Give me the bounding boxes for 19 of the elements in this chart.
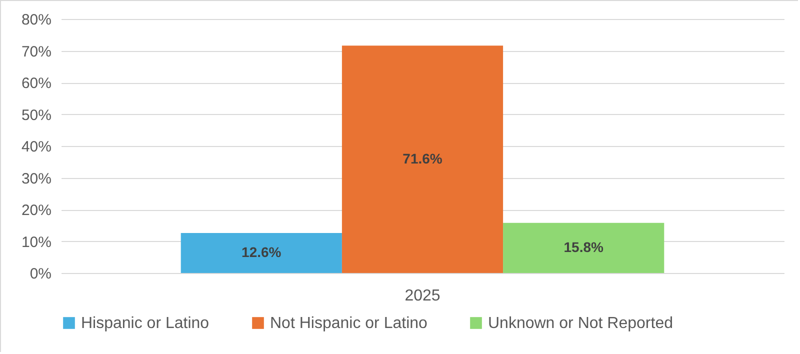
y-tick-label: 50% [21,106,52,124]
y-tick-label: 80% [21,12,52,28]
y-tick-label: 30% [21,170,52,188]
bar [180,232,342,273]
y-tick-label: 0% [30,266,52,282]
x-tick-label: 2025 [404,288,440,304]
y-tick-label: 10% [21,234,52,251]
data-label: 15.8% [564,238,604,255]
y-tick-label: 60% [21,75,52,92]
bar [342,46,504,273]
y-tick-label: 70% [21,43,52,60]
legend-label: Not Hispanic or Latino [270,315,428,332]
y-tick-label: 40% [21,138,52,156]
legend-label: Unknown or Not Reported [488,315,673,332]
bar [503,222,664,273]
data-label: 12.6% [242,244,282,260]
data-label: 71.6% [402,150,443,166]
legend-label: Hispanic or Latino [81,315,210,332]
y-tick-label: 20% [21,202,52,219]
